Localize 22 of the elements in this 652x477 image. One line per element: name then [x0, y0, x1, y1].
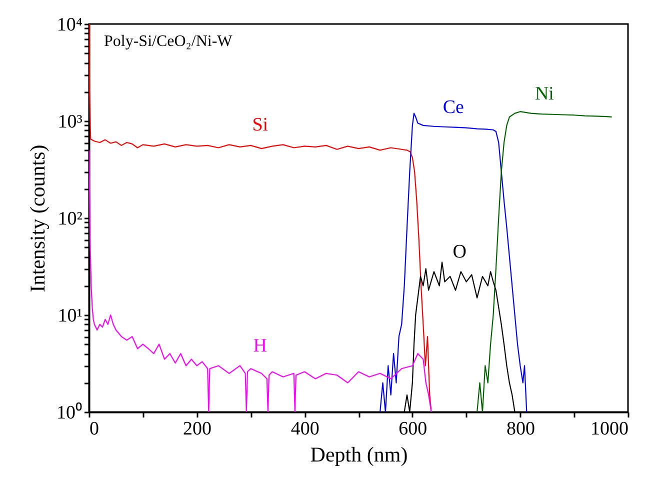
y-tick-label: 10¹ [58, 306, 83, 326]
series-label: Si [252, 114, 268, 136]
y-tick-label: 10⁰ [56, 402, 82, 424]
x-tick-label: 600 [398, 418, 428, 440]
series-label: O [452, 242, 466, 263]
x-axis-title: Depth (nm) [310, 442, 408, 466]
text: Poly-Si/CeO₂/Ni-W [104, 33, 234, 50]
y-tick-label: 10² [58, 208, 83, 230]
series-label: Ni [534, 83, 554, 104]
line-series [89, 150, 432, 412]
x-tick-label: 200 [183, 418, 212, 440]
x-tick-label: 400 [290, 418, 320, 440]
x-tick-label: 0 [90, 418, 99, 440]
x-tick-label: 800 [506, 418, 535, 440]
series-label: H [253, 336, 268, 357]
line-series [476, 111, 612, 412]
y-axis-title: Intensity (counts) [26, 144, 50, 292]
y-tick-label: 10⁴ [56, 14, 83, 36]
line-series [380, 112, 528, 412]
x-tick-label: 1000 [590, 418, 628, 440]
y-tick-label: 10³ [58, 112, 83, 132]
series-label: Ce [442, 96, 464, 118]
